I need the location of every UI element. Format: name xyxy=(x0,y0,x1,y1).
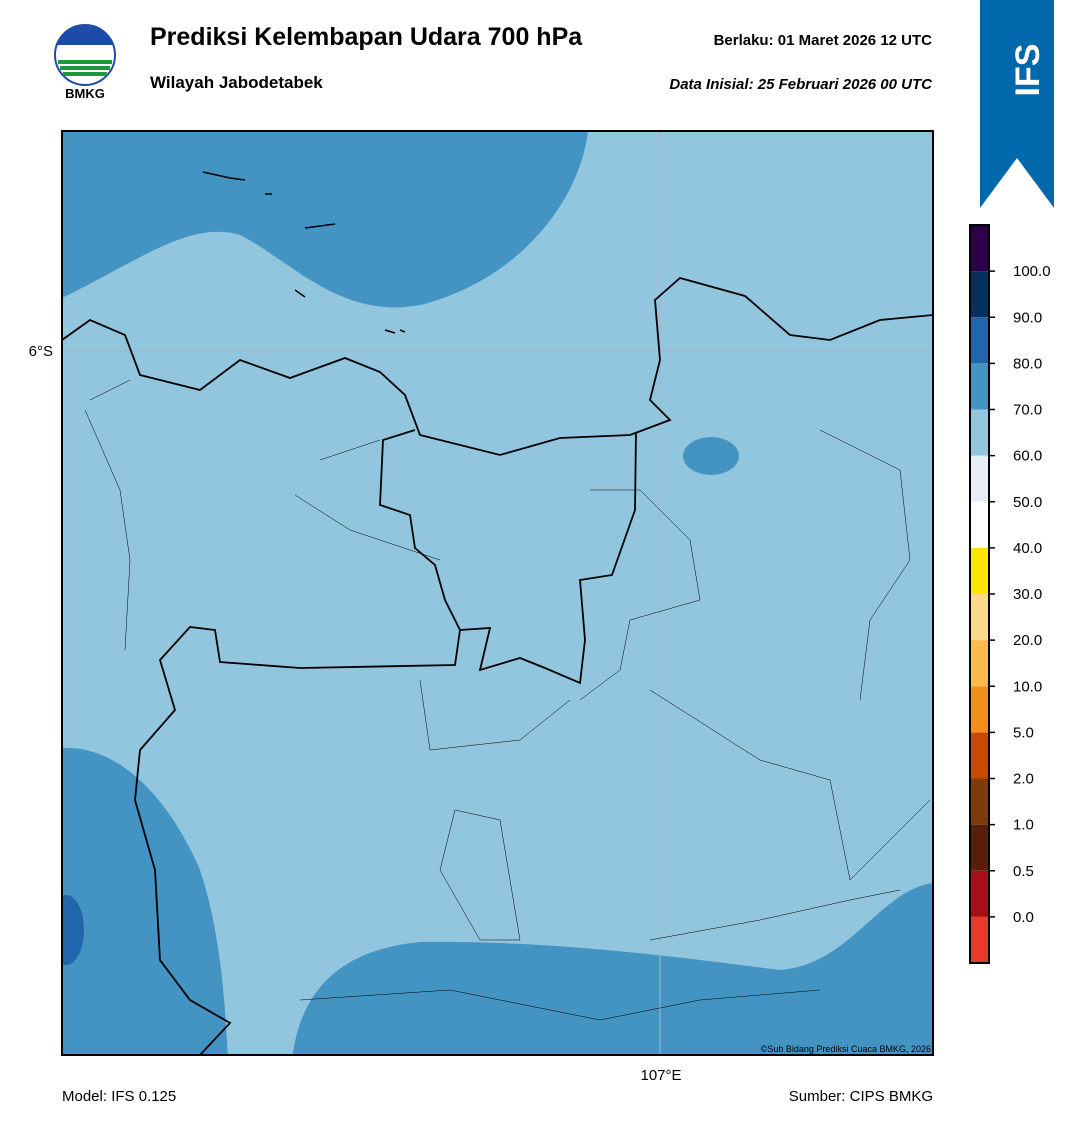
colorbar: 0.0 0.5 1.0 2.0 5.0 10.0 20.0 30.0 40.0 50.0 60.0 7… xyxy=(969,224,1051,964)
subtitle: Wilayah Jabodetabek xyxy=(150,73,323,92)
map-frame xyxy=(61,130,934,1056)
colorbar-label: 100.0 xyxy=(1013,263,1051,280)
colorbar-swatch xyxy=(970,363,989,410)
lat-label: 6°S xyxy=(29,343,53,360)
badge: IFS xyxy=(980,0,1054,208)
colorbar-swatch xyxy=(970,778,989,825)
valid-time: Berlaku: 01 Maret 2026 12 UTC xyxy=(714,32,933,49)
map xyxy=(62,131,933,1055)
colorbar-label: 60.0 xyxy=(1013,448,1042,465)
logo-text: BMKG xyxy=(65,86,105,101)
colorbar-label: 0.0 xyxy=(1013,909,1034,926)
colorbar-label: 0.5 xyxy=(1013,863,1034,880)
init-time: Data Inisial: 25 Februari 2026 00 UTC xyxy=(669,76,933,93)
colorbar-label: 90.0 xyxy=(1013,309,1042,326)
colorbar-swatch xyxy=(970,409,989,456)
colorbar-label: 80.0 xyxy=(1013,355,1042,372)
colorbar-label: 30.0 xyxy=(1013,586,1042,603)
colorbar-swatch xyxy=(970,547,989,594)
colorbar-label: 20.0 xyxy=(1013,632,1042,649)
colorbar-swatch xyxy=(970,686,989,733)
title: Prediksi Kelembapan Udara 700 hPa xyxy=(150,23,583,51)
colorbar-label: 1.0 xyxy=(1013,817,1034,834)
credit: ©Sub Bidang Prediksi Cuaca BMKG, 2026 xyxy=(761,1044,931,1054)
colorbar-swatch xyxy=(970,870,989,917)
colorbar-label: 10.0 xyxy=(1013,678,1042,695)
colorbar-swatch xyxy=(970,225,989,272)
colorbar-swatch xyxy=(970,317,989,364)
colorbar-label: 5.0 xyxy=(1013,724,1034,741)
colorbar-swatch xyxy=(970,732,989,779)
badge-text: IFS xyxy=(1009,44,1047,97)
colorbar-swatch xyxy=(970,916,989,963)
colorbar-label: 2.0 xyxy=(1013,771,1034,788)
colorbar-swatch xyxy=(970,594,989,641)
colorbar-swatch xyxy=(970,271,989,318)
colorbar-swatch xyxy=(970,455,989,502)
model: Model: IFS 0.125 xyxy=(62,1088,176,1105)
lon-label: 107°E xyxy=(640,1067,681,1084)
colorbar-swatch xyxy=(970,501,989,548)
colorbar-label: 50.0 xyxy=(1013,494,1042,511)
colorbar-swatch xyxy=(970,824,989,871)
colorbar-label: 70.0 xyxy=(1013,402,1042,419)
source: Sumber: CIPS BMKG xyxy=(789,1088,933,1105)
colorbar-swatch xyxy=(970,640,989,687)
colorbar-label: 40.0 xyxy=(1013,540,1042,557)
logo: BMKG xyxy=(54,24,116,101)
